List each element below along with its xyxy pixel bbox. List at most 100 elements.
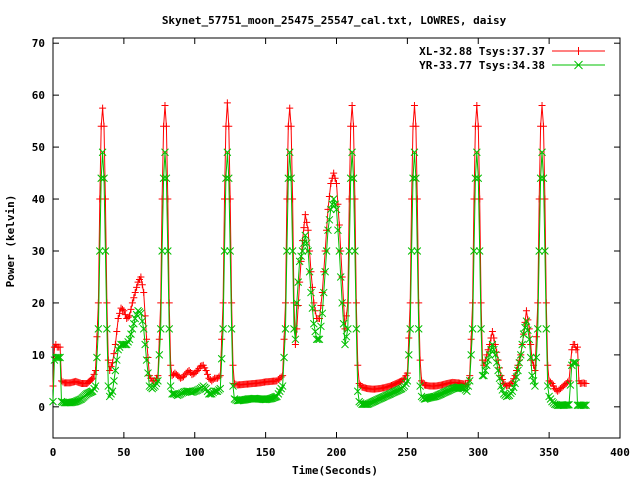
data-point [155, 351, 164, 359]
data-point [297, 252, 305, 261]
data-point [351, 195, 359, 203]
data-point [126, 312, 134, 320]
data-point [409, 174, 417, 183]
data-point [229, 382, 237, 390]
data-point [539, 174, 548, 183]
data-point [93, 353, 101, 362]
data-point [470, 247, 478, 255]
data-point [353, 387, 362, 396]
y-tick-label: 10 [32, 349, 45, 362]
data-point [515, 358, 524, 367]
data-point [538, 102, 546, 110]
data-point [129, 319, 138, 328]
data-point [562, 401, 571, 409]
data-point [338, 273, 346, 281]
data-point [154, 377, 162, 385]
data-point [111, 366, 120, 375]
y-tick-label: 30 [32, 245, 45, 258]
data-point [495, 374, 504, 383]
data-point [526, 353, 535, 362]
data-point [484, 356, 493, 364]
data-point [412, 122, 420, 130]
data-point [97, 174, 106, 183]
data-point [573, 343, 581, 351]
data-point [482, 361, 491, 370]
data-point [416, 382, 424, 390]
data-point [572, 358, 580, 367]
data-point [348, 148, 356, 157]
data-point [404, 351, 413, 359]
data-point [412, 174, 420, 183]
data-point [536, 174, 545, 183]
data-point [348, 102, 356, 110]
data-point [108, 387, 117, 396]
data-point [189, 387, 198, 396]
series-yr [49, 148, 590, 410]
data-point [295, 257, 304, 266]
data-point [318, 309, 327, 318]
data-point [49, 397, 57, 406]
data-point [531, 382, 539, 390]
data-point [138, 317, 147, 325]
data-point [329, 195, 338, 203]
data-point [291, 335, 300, 344]
data-point [107, 389, 115, 398]
data-point [334, 226, 342, 235]
data-point [488, 328, 496, 336]
data-point [349, 174, 358, 183]
data-point [338, 299, 347, 307]
data-point [287, 122, 295, 130]
data-point [325, 192, 333, 200]
series-line [52, 102, 587, 392]
data-point [541, 195, 549, 203]
data-point [90, 384, 98, 393]
data-point [284, 174, 293, 183]
data-point [142, 356, 151, 364]
data-point [281, 325, 290, 333]
data-point [492, 358, 501, 367]
x-tick-label: 350 [539, 446, 559, 459]
data-point [320, 268, 328, 276]
data-point [307, 268, 315, 276]
data-point [507, 379, 515, 387]
data-point [336, 273, 345, 281]
data-point [300, 239, 308, 248]
x-tick-label: 250 [397, 446, 417, 459]
data-point [474, 174, 483, 183]
data-point [302, 239, 311, 248]
data-point [343, 325, 352, 333]
x-tick-label: 50 [117, 446, 130, 459]
data-point [210, 387, 219, 396]
data-point [181, 371, 189, 379]
data-point [216, 372, 224, 380]
data-point [518, 340, 527, 349]
data-point [202, 366, 210, 374]
data-point [280, 335, 288, 343]
data-point [402, 379, 410, 388]
data-point [296, 278, 304, 286]
legend-label: XL-32.88 Tsys:37.37 [419, 45, 545, 58]
data-point [463, 387, 471, 396]
data-point [308, 304, 317, 312]
data-point [56, 343, 64, 351]
x-tick-label: 100 [185, 446, 205, 459]
data-point [92, 366, 100, 374]
data-point [89, 374, 97, 382]
series-layer [49, 99, 590, 410]
data-point [467, 335, 475, 343]
data-point [516, 351, 525, 359]
data-point [184, 368, 192, 376]
data-point [205, 389, 213, 398]
data-point [465, 377, 474, 385]
data-point [350, 122, 358, 130]
data-point [95, 247, 104, 255]
data-point [301, 211, 309, 219]
data-point [56, 353, 64, 362]
data-point [161, 102, 169, 110]
data-point [99, 104, 107, 112]
data-point [323, 226, 331, 234]
data-point [188, 371, 196, 379]
data-point [522, 317, 531, 325]
data-point [565, 400, 573, 409]
